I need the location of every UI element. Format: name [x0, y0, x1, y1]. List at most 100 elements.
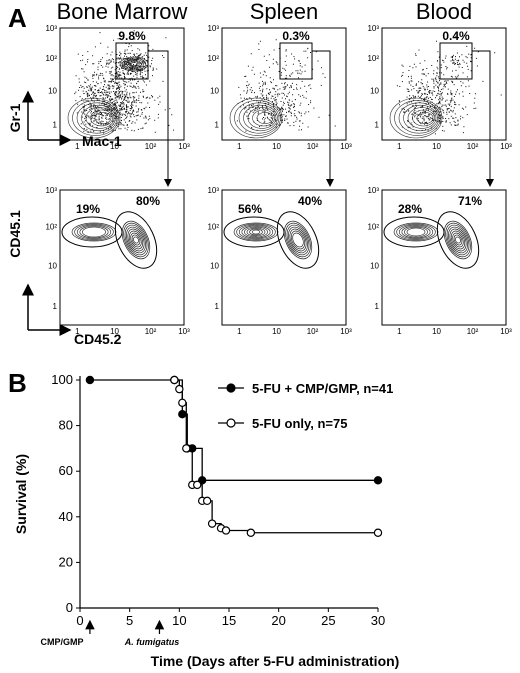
x-tick-label: 10²: [467, 142, 479, 151]
y-tick-label: 10: [210, 87, 219, 96]
data-point: [175, 384, 184, 394]
y-tick-label: 10³: [367, 24, 379, 33]
x-tick-label: 20: [271, 613, 285, 628]
contour-ring: [127, 228, 145, 252]
contour-ring: [72, 100, 119, 136]
legend-marker: [226, 418, 236, 428]
data-point: [373, 528, 383, 537]
data-point: [178, 398, 187, 407]
plot-frame: [59, 27, 185, 141]
gr1-mac1-plot-0: 9.8% 1 1 10 10 10² 10² 10³ 10³: [45, 24, 190, 187]
cd451-percent: 28%: [398, 202, 422, 216]
x-tick-label: 10³: [178, 327, 190, 336]
contour-ring: [126, 226, 146, 254]
y-tick-label: 10²: [45, 54, 57, 63]
contour-ring: [292, 232, 304, 248]
data-point: [202, 496, 212, 506]
contour-ring: [241, 225, 271, 239]
y-tick-label: 10: [48, 262, 57, 271]
contour-ring: [445, 222, 471, 258]
x-tick-label: 10³: [340, 327, 352, 336]
gate-box: [439, 42, 473, 80]
y-tick-label: 10²: [367, 222, 379, 231]
contour-ring: [285, 222, 311, 258]
contour-ring: [283, 220, 313, 260]
data-point: [178, 410, 187, 419]
data-point: [182, 444, 191, 453]
gate-contour-ring: [126, 59, 142, 68]
contour-ring: [244, 226, 268, 238]
x-tick-label: 5: [126, 613, 133, 628]
contour-ring: [389, 97, 443, 139]
cd452-gate: [276, 211, 320, 269]
contour-ring: [123, 222, 149, 258]
legend-label: 5-FU + CMP/GMP, n=41: [252, 381, 393, 396]
gr1-mac1-plot-1: 0.3% 1 1 10 10 10² 10² 10³ 10³: [207, 24, 352, 187]
contour-ring: [398, 102, 440, 134]
x-tick-label: 10: [110, 327, 119, 336]
contour-ring: [443, 220, 473, 260]
contour-ring: [90, 109, 113, 127]
contour-ring: [76, 102, 118, 134]
contour-ring: [236, 223, 276, 241]
x-tick-label: 1: [237, 327, 242, 336]
x-tick-label: 1: [237, 142, 242, 151]
contour-ring: [243, 104, 278, 132]
contour-ring: [416, 112, 434, 124]
column-title-2: Blood: [416, 0, 472, 24]
contour-ring: [251, 229, 261, 235]
contour-ring: [79, 225, 109, 239]
contour-ring: [234, 100, 281, 136]
legend-marker: [226, 383, 236, 393]
gate-arrow: [148, 50, 172, 187]
contour-ring: [67, 97, 121, 139]
y-tick-label: 100: [51, 372, 73, 387]
cd452-gate: [114, 211, 158, 269]
gate-arrow: [472, 50, 494, 187]
gate-percent: 0.4%: [442, 29, 470, 43]
cmp-gmp-annotation: CMP/GMP: [40, 637, 83, 647]
contour-ring: [403, 104, 438, 132]
data-point: [170, 375, 179, 385]
bottom-row-axis-guide: CD45.1 CD45.2: [7, 210, 122, 347]
y-tick-label: 10²: [45, 222, 57, 231]
contour-ring: [290, 230, 306, 250]
x-tick-label: 10³: [500, 142, 512, 151]
y-tick-label: 10²: [207, 222, 219, 231]
y-tick-label: 40: [59, 509, 73, 524]
contour-ring: [394, 100, 441, 136]
x-tick-label: 1: [75, 142, 80, 151]
contour-ring: [404, 226, 428, 238]
contour-ring: [128, 230, 144, 250]
contour-ring: [74, 223, 114, 241]
contour-ring: [247, 107, 277, 129]
plot-frame: [221, 27, 347, 141]
x-tick-label: 1: [75, 327, 80, 336]
y-tick-label: 10: [48, 87, 57, 96]
x-tick-label: 10²: [307, 327, 319, 336]
contour-ring: [130, 232, 142, 248]
series-line-1: [174, 379, 378, 534]
gate-percent: 0.3%: [282, 29, 310, 43]
panel-b-letter: B: [8, 368, 27, 398]
contour-ring: [256, 112, 274, 124]
x-tick-label: 10³: [500, 327, 512, 336]
gate-contour-ring: [121, 57, 147, 71]
contour-ring: [288, 226, 308, 254]
cd452-label: CD45.2: [74, 331, 122, 347]
cd451-gate: [223, 216, 285, 248]
contour-ring: [81, 104, 116, 132]
cd452-percent: 71%: [458, 194, 482, 208]
y-tick-label: 10³: [367, 186, 379, 195]
y-tick-label: 1: [53, 302, 58, 311]
contour-ring: [407, 107, 437, 129]
y-tick-label: 20: [59, 554, 73, 569]
cd451-cd452-plot-2: 28% 71% 1 1 10 10 10² 10² 10³ 10³: [367, 186, 512, 336]
contour-ring: [401, 225, 431, 239]
gate-percent: 9.8%: [118, 29, 146, 43]
data-point: [193, 480, 202, 490]
x-tick-label: 10²: [307, 142, 319, 151]
contour-ring: [252, 109, 275, 127]
x-tick-label: 1: [397, 327, 402, 336]
survival-chart: 0 20 40 60 80 100 0 5 10 15 20 25 30 Survival (%) Time…: [13, 372, 399, 669]
